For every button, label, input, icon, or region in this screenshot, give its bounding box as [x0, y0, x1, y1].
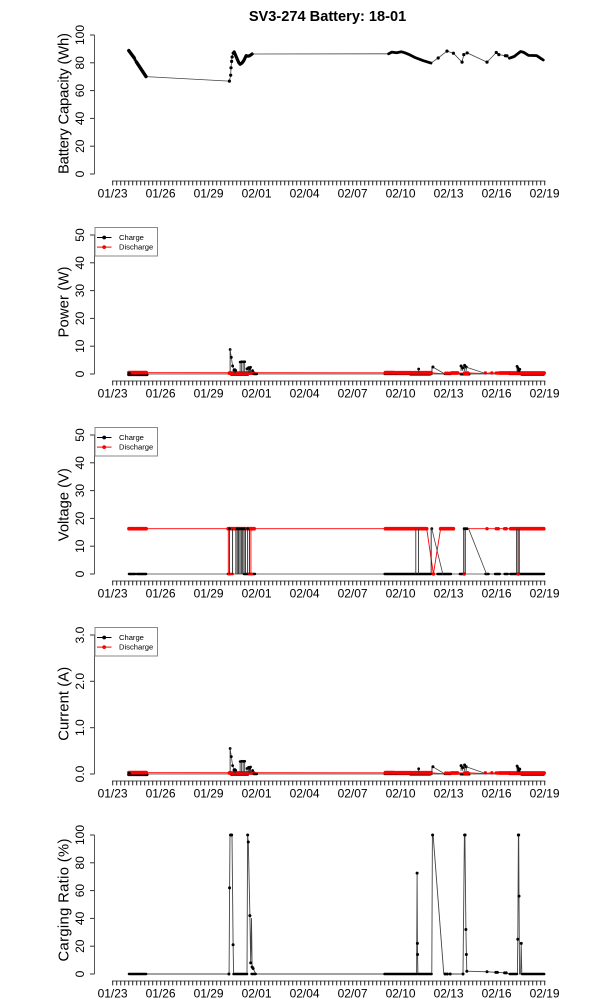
svg-text:01/26: 01/26: [146, 187, 176, 201]
svg-text:02/10: 02/10: [386, 787, 416, 801]
svg-text:02/19: 02/19: [530, 987, 560, 1000]
svg-text:01/29: 01/29: [194, 987, 224, 1000]
svg-text:01/23: 01/23: [98, 187, 128, 201]
svg-text:02/16: 02/16: [482, 387, 512, 401]
svg-text:02/13: 02/13: [434, 187, 464, 201]
svg-text:02/04: 02/04: [290, 187, 320, 201]
svg-text:02/16: 02/16: [482, 187, 512, 201]
svg-text:01/26: 01/26: [146, 987, 176, 1000]
svg-text:02/07: 02/07: [338, 387, 368, 401]
svg-text:02/10: 02/10: [386, 187, 416, 201]
svg-text:02/16: 02/16: [482, 787, 512, 801]
svg-text:02/13: 02/13: [434, 787, 464, 801]
svg-text:01/29: 01/29: [194, 587, 224, 601]
svg-text:0: 0: [73, 570, 87, 577]
svg-text:01/23: 01/23: [98, 387, 128, 401]
svg-text:02/13: 02/13: [434, 587, 464, 601]
svg-text:Discharge: Discharge: [119, 643, 153, 652]
svg-text:02/19: 02/19: [530, 787, 560, 801]
svg-text:Discharge: Discharge: [119, 443, 153, 452]
svg-text:60: 60: [73, 884, 87, 898]
svg-text:01/23: 01/23: [98, 787, 128, 801]
svg-text:02/19: 02/19: [530, 387, 560, 401]
svg-text:02/07: 02/07: [338, 587, 368, 601]
svg-text:1.0: 1.0: [73, 719, 87, 736]
svg-text:01/26: 01/26: [146, 587, 176, 601]
svg-text:50: 50: [73, 428, 87, 442]
svg-text:02/01: 02/01: [242, 787, 272, 801]
svg-text:0: 0: [73, 370, 87, 377]
svg-text:Charge: Charge: [119, 233, 144, 242]
svg-text:02/19: 02/19: [530, 187, 560, 201]
svg-text:02/16: 02/16: [482, 987, 512, 1000]
svg-text:20: 20: [73, 139, 87, 153]
svg-text:Charge: Charge: [119, 633, 144, 642]
svg-text:Power (W): Power (W): [57, 266, 73, 337]
svg-text:01/26: 01/26: [146, 787, 176, 801]
svg-text:02/01: 02/01: [242, 587, 272, 601]
svg-text:02/07: 02/07: [338, 187, 368, 201]
svg-text:20: 20: [73, 311, 87, 325]
svg-text:10: 10: [73, 539, 87, 553]
svg-text:40: 40: [73, 111, 87, 125]
svg-text:40: 40: [73, 256, 87, 270]
svg-text:3.0: 3.0: [73, 626, 87, 643]
svg-text:02/16: 02/16: [482, 587, 512, 601]
svg-text:100: 100: [73, 25, 87, 45]
svg-text:01/23: 01/23: [98, 587, 128, 601]
svg-text:01/29: 01/29: [194, 187, 224, 201]
svg-text:80: 80: [73, 856, 87, 870]
svg-text:SV3-274 Battery: 18-01: SV3-274 Battery: 18-01: [249, 9, 406, 25]
svg-text:02/10: 02/10: [386, 987, 416, 1000]
svg-text:Charge: Charge: [119, 433, 144, 442]
svg-text:Battery Capacity (Wh): Battery Capacity (Wh): [57, 33, 73, 174]
svg-text:01/29: 01/29: [194, 787, 224, 801]
svg-text:02/04: 02/04: [290, 587, 320, 601]
svg-text:20: 20: [73, 939, 87, 953]
svg-text:Carging Ratio (%): Carging Ratio (%): [57, 838, 73, 961]
svg-text:02/13: 02/13: [434, 387, 464, 401]
svg-text:0: 0: [73, 170, 87, 177]
svg-text:2.0: 2.0: [73, 673, 87, 690]
svg-text:01/23: 01/23: [98, 987, 128, 1000]
svg-text:40: 40: [73, 456, 87, 470]
svg-text:0: 0: [73, 970, 87, 977]
svg-text:02/04: 02/04: [290, 387, 320, 401]
svg-text:30: 30: [73, 284, 87, 298]
svg-text:02/07: 02/07: [338, 787, 368, 801]
svg-text:40: 40: [73, 911, 87, 925]
svg-text:02/13: 02/13: [434, 987, 464, 1000]
svg-text:20: 20: [73, 511, 87, 525]
svg-text:02/19: 02/19: [530, 587, 560, 601]
svg-text:02/10: 02/10: [386, 387, 416, 401]
svg-text:01/29: 01/29: [194, 387, 224, 401]
svg-text:10: 10: [73, 339, 87, 353]
svg-text:02/04: 02/04: [290, 787, 320, 801]
svg-text:30: 30: [73, 484, 87, 498]
svg-text:02/04: 02/04: [290, 987, 320, 1000]
svg-text:02/10: 02/10: [386, 587, 416, 601]
svg-text:60: 60: [73, 84, 87, 98]
svg-text:02/01: 02/01: [242, 187, 272, 201]
svg-text:Voltage (V): Voltage (V): [57, 468, 73, 541]
svg-text:02/01: 02/01: [242, 987, 272, 1000]
svg-text:Current (A): Current (A): [57, 667, 73, 741]
svg-text:Discharge: Discharge: [119, 243, 153, 252]
svg-text:02/07: 02/07: [338, 987, 368, 1000]
svg-text:100: 100: [73, 825, 87, 845]
svg-text:80: 80: [73, 56, 87, 70]
svg-text:01/26: 01/26: [146, 387, 176, 401]
svg-text:02/01: 02/01: [242, 387, 272, 401]
svg-text:50: 50: [73, 228, 87, 242]
svg-text:0.0: 0.0: [73, 765, 87, 782]
